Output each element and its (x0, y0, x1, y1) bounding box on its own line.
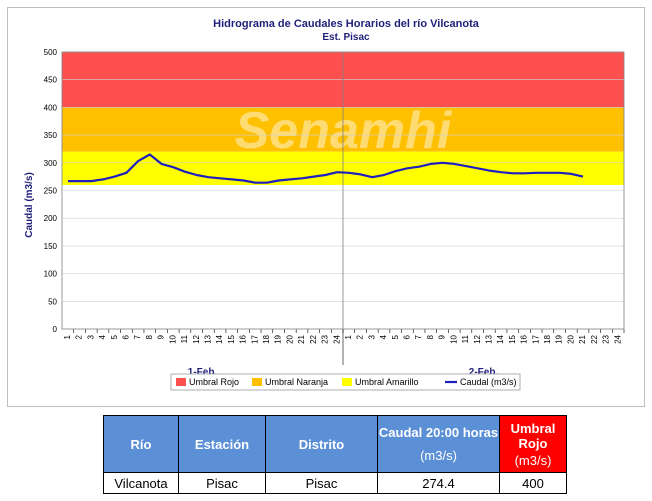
x-tick-label: 16 (520, 334, 529, 343)
table-row: Vilcanota Pisac Pisac 274.4 400 (103, 472, 567, 494)
chart-title: Hidrograma de Caudales Horarios del río … (213, 18, 480, 30)
header-caudal-unit: (m3/s) (420, 448, 457, 463)
cell-estacion: Pisac (178, 472, 266, 494)
watermark-text: Senamhi (235, 102, 453, 160)
y-tick-label: 450 (44, 76, 58, 85)
day-label: 2-Feb. (469, 367, 499, 378)
x-tick-label: 3 (367, 334, 376, 339)
x-tick-label: 12 (473, 334, 482, 343)
legend-label-umbral-naranja: Umbral Naranja (265, 377, 328, 387)
x-tick-label: 7 (133, 334, 142, 339)
x-tick-label: 6 (403, 334, 412, 339)
x-tick-label: 8 (145, 334, 154, 339)
x-tick-label: 11 (180, 334, 189, 343)
header-estacion: Estación (178, 415, 266, 473)
x-tick-label: 12 (192, 334, 201, 343)
x-tick-label: 7 (414, 334, 423, 339)
header-caudal: Caudal 20:00 horas (m3/s) (377, 415, 500, 473)
day-label: 1-Feb. (188, 367, 218, 378)
x-tick-label: 17 (250, 334, 259, 343)
x-tick-label: 6 (122, 334, 131, 339)
hydrograph-chart: Hidrograma de Caudales Horarios del río … (24, 18, 625, 391)
legend-swatch-umbral-naranja (252, 378, 262, 386)
x-tick-label: 24 (613, 334, 622, 343)
chart-subtitle: Est. Pisac (322, 32, 370, 43)
legend: Umbral Rojo Umbral Naranja Umbral Amarillo… (170, 373, 521, 391)
y-tick-label: 300 (44, 159, 58, 168)
x-tick-label: 17 (531, 334, 540, 343)
cell-distrito: Pisac (265, 472, 378, 494)
x-tick-label: 15 (508, 334, 517, 343)
x-tick-label: 5 (110, 334, 119, 339)
y-tick-label: 100 (44, 270, 58, 279)
cell-rio: Vilcanota (103, 472, 179, 494)
x-tick-label: 9 (438, 334, 447, 339)
x-tick-label: 2 (75, 334, 84, 339)
cell-umbral: 400 (499, 472, 567, 494)
x-tick-label: 20 (285, 334, 294, 343)
legend-swatch-umbral-rojo (176, 378, 186, 386)
x-tick-label: 10 (168, 334, 177, 343)
y-tick-label: 250 (44, 187, 58, 196)
y-tick-label: 0 (53, 325, 58, 334)
x-tick-label: 16 (239, 334, 248, 343)
table-header-row: Río Estación Distrito Caudal 20:00 horas… (103, 415, 567, 473)
cell-caudal: 274.4 (377, 472, 500, 494)
x-tick-label: 22 (309, 334, 318, 343)
header-umbral-label: Umbral Rojo (510, 420, 556, 451)
x-tick-label: 4 (379, 334, 388, 339)
x-tick-label: 24 (332, 334, 341, 343)
x-tick-label: 5 (391, 334, 400, 339)
station-info-table: Río Estación Distrito Caudal 20:00 horas… (103, 415, 567, 494)
x-tick-label: 14 (215, 334, 224, 343)
header-rio: Río (103, 415, 179, 473)
x-tick-label: 13 (203, 334, 212, 343)
x-tick-label: 3 (86, 334, 95, 339)
x-tick-label: 2 (356, 334, 365, 339)
x-tick-label: 1 (344, 334, 353, 339)
x-tick-label: 8 (426, 334, 435, 339)
y-axis-label: Caudal (m3/s) (24, 172, 35, 238)
x-tick-label: 22 (590, 334, 599, 343)
legend-swatch-umbral-amarillo (342, 378, 352, 386)
x-tick-label: 21 (297, 334, 306, 343)
x-tick-label: 23 (321, 334, 330, 343)
x-tick-label: 18 (262, 334, 271, 343)
series-line-caudal (67, 153, 584, 184)
legend-label-caudal-m3-s: Caudal (m3/s) (460, 377, 517, 387)
x-tick-label: 21 (578, 334, 587, 343)
header-umbral-rojo: Umbral Rojo (m3/s) (499, 415, 567, 473)
x-tick-label: 13 (484, 334, 493, 343)
x-tick-label: 20 (566, 334, 575, 343)
header-distrito: Distrito (265, 415, 378, 473)
y-tick-label: 350 (44, 131, 58, 140)
x-tick-label: 10 (449, 334, 458, 343)
y-tick-label: 50 (48, 297, 57, 306)
chart-frame: Hidrograma de Caudales Horarios del río … (7, 7, 645, 407)
legend-label-umbral-rojo: Umbral Rojo (189, 377, 239, 387)
plot-border (61, 51, 625, 330)
x-tick-label: 4 (98, 334, 107, 339)
x-tick-label: 11 (461, 334, 470, 343)
x-tick-label: 19 (555, 334, 564, 343)
y-tick-label: 400 (44, 103, 58, 112)
legend-label-umbral-amarillo: Umbral Amarillo (355, 377, 419, 387)
y-tick-label: 200 (44, 214, 58, 223)
x-tick-label: 23 (602, 334, 611, 343)
x-tick-label: 15 (227, 334, 236, 343)
x-tick-label: 14 (496, 334, 505, 343)
x-tick-label: 18 (543, 334, 552, 343)
header-caudal-label: Caudal 20:00 horas (378, 425, 499, 440)
header-umbral-unit: (m3/s) (514, 452, 552, 468)
x-tick-label: 1 (63, 334, 72, 339)
y-tick-label: 150 (44, 242, 58, 251)
x-tick-label: 9 (157, 334, 166, 339)
y-tick-label: 500 (44, 48, 58, 57)
x-tick-label: 19 (274, 334, 283, 343)
